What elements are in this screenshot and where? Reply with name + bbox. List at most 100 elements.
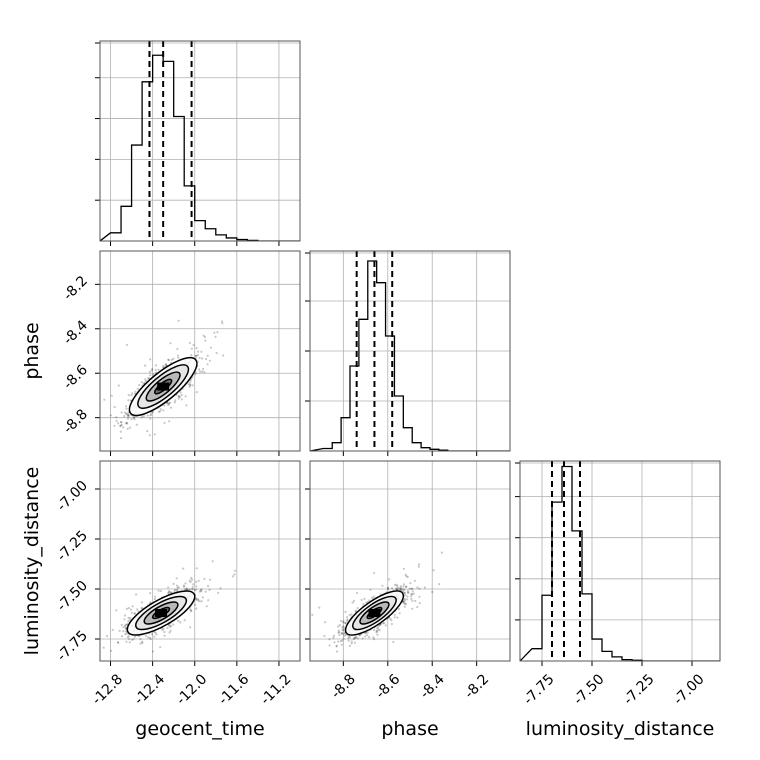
sample-point xyxy=(406,589,409,593)
sample-point xyxy=(120,437,123,440)
sample-point xyxy=(412,592,415,595)
sample-point xyxy=(119,420,123,424)
sample-point xyxy=(190,578,194,581)
sample-point xyxy=(126,636,129,639)
sample-point xyxy=(399,588,402,591)
sample-point xyxy=(376,633,379,636)
sample-point xyxy=(141,640,144,643)
sample-point xyxy=(177,619,180,623)
sample-point xyxy=(401,589,404,592)
sample-point xyxy=(163,404,166,407)
sample-point xyxy=(403,591,406,595)
sample-point xyxy=(126,427,129,430)
sample-point xyxy=(168,402,171,405)
sample-point xyxy=(77,681,79,683)
sample-point xyxy=(179,621,182,624)
sample-point xyxy=(192,583,195,586)
sample-point xyxy=(200,350,203,353)
sample-point xyxy=(172,623,175,626)
sample-point xyxy=(431,590,434,594)
sample-point xyxy=(133,612,136,615)
sample-point xyxy=(384,624,387,627)
sample-point xyxy=(368,599,371,602)
sample-point xyxy=(200,590,203,593)
sample-point xyxy=(154,368,157,371)
sample-point xyxy=(133,418,136,421)
sample-point xyxy=(110,394,113,397)
sample-point xyxy=(347,635,350,638)
sample-point xyxy=(125,405,128,408)
sample-point xyxy=(127,399,130,402)
x-tick-label: -12.4 xyxy=(131,671,168,708)
sample-point xyxy=(184,395,187,398)
sample-point xyxy=(403,588,406,592)
sample-point xyxy=(293,654,295,656)
sample-point xyxy=(402,588,405,591)
sample-point xyxy=(375,631,378,634)
density-peak xyxy=(157,382,170,391)
sample-point xyxy=(362,667,364,669)
sample-point xyxy=(176,354,180,357)
sample-point xyxy=(96,634,98,636)
sample-point xyxy=(208,359,211,362)
sample-point xyxy=(124,627,127,630)
sample-point xyxy=(403,597,406,601)
sample-point xyxy=(205,357,208,361)
sample-point xyxy=(337,640,340,643)
sample-point xyxy=(126,623,129,626)
sample-point xyxy=(333,641,336,644)
sample-point xyxy=(188,383,191,386)
sample-point xyxy=(153,598,156,601)
sample-point xyxy=(403,602,406,605)
sample-point xyxy=(378,629,381,632)
sample-point xyxy=(201,596,204,599)
panel-luminosity_distance-luminosity_distance xyxy=(515,460,721,666)
sample-point xyxy=(174,399,177,402)
sample-point xyxy=(403,591,406,594)
sample-point xyxy=(221,322,224,325)
sample-point xyxy=(102,646,105,649)
sample-point xyxy=(340,632,343,635)
x-axis-label-phase: phase xyxy=(381,718,438,740)
sample-point xyxy=(194,371,197,374)
x-axis-label-luminosity_distance: luminosity_distance xyxy=(526,718,715,740)
sample-point xyxy=(189,381,192,384)
sample-point xyxy=(132,416,136,419)
sample-point xyxy=(388,578,391,581)
sample-point xyxy=(117,422,120,425)
sample-point xyxy=(128,426,132,429)
sample-point xyxy=(138,384,141,387)
sample-point xyxy=(390,622,393,626)
sample-point xyxy=(131,605,134,608)
sample-point xyxy=(162,364,165,367)
sample-point xyxy=(159,410,162,413)
panel-frame xyxy=(99,40,301,242)
sample-point xyxy=(335,650,339,653)
sample-point xyxy=(125,421,128,424)
sample-point xyxy=(146,414,149,417)
sample-point xyxy=(105,634,109,638)
sample-point xyxy=(198,368,201,371)
sample-point xyxy=(127,394,130,397)
sample-point xyxy=(416,586,419,589)
histogram-geocent_time xyxy=(100,41,300,241)
sample-point xyxy=(170,358,173,361)
sample-point xyxy=(367,636,371,639)
sample-point xyxy=(409,582,412,585)
sample-point xyxy=(395,588,398,591)
histogram-step xyxy=(310,260,510,451)
sample-point xyxy=(123,614,127,617)
sample-point xyxy=(195,607,198,610)
panel-frame xyxy=(309,250,511,452)
sample-point xyxy=(123,415,126,418)
sample-point xyxy=(408,587,411,591)
sample-point xyxy=(188,385,191,388)
sample-point xyxy=(410,593,413,596)
sample-point xyxy=(139,642,142,645)
sample-point xyxy=(135,593,138,596)
sample-point xyxy=(176,347,179,351)
sample-point xyxy=(149,638,152,641)
sample-point xyxy=(411,587,414,591)
sample-point xyxy=(411,599,414,602)
sample-point xyxy=(123,411,127,414)
